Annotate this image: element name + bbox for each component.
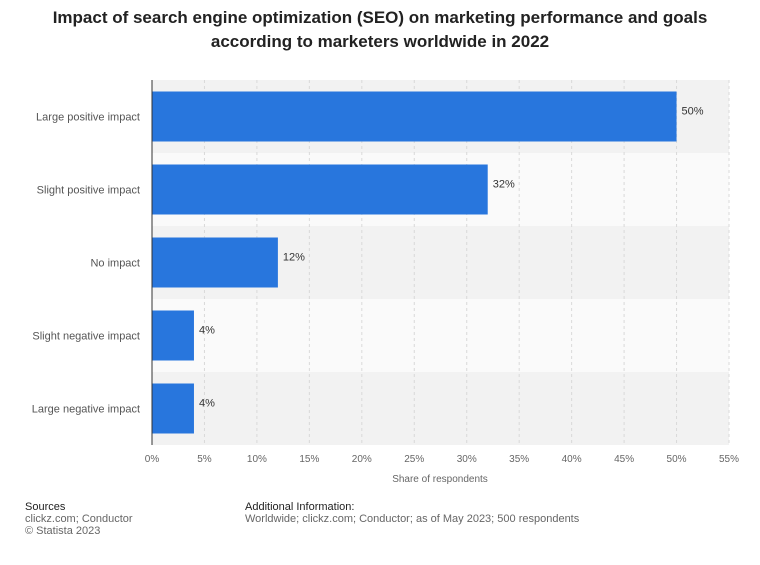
bar <box>152 91 677 142</box>
bar <box>152 164 488 215</box>
data-label: 12% <box>283 252 305 264</box>
sources-block: Sources clickz.com; Conductor © Statista… <box>25 501 133 537</box>
bar-chart: Large positive impact 50% Slight positive … <box>32 80 739 485</box>
additional-info-line-1: Worldwide; clickz.com; Conductor; as of … <box>245 513 580 525</box>
row-band <box>152 372 729 445</box>
x-tick-label: 5% <box>197 454 212 465</box>
x-tick-label: 10% <box>247 454 267 465</box>
chart-title-line-1: Impact of search engine optimization (SE… <box>52 8 708 27</box>
data-label: 4% <box>199 398 215 410</box>
data-label: 50% <box>682 106 704 118</box>
category-label: Large negative impact <box>32 404 140 416</box>
data-label: 32% <box>493 179 515 191</box>
chart-title-line-2: according to marketers worldwide in 2022 <box>210 32 550 51</box>
row-band <box>152 299 729 372</box>
x-tick-label: 25% <box>404 454 424 465</box>
x-tick-label: 50% <box>667 454 687 465</box>
x-tick-label: 40% <box>562 454 582 465</box>
chart-title: Impact of search engine optimization (SE… <box>20 6 740 54</box>
sources-line-1: clickz.com; Conductor <box>25 513 133 525</box>
x-tick-label: 15% <box>299 454 319 465</box>
category-label: Large positive impact <box>36 112 140 124</box>
x-tick-label: 30% <box>457 454 477 465</box>
bar <box>152 237 278 288</box>
additional-info-heading: Additional Information: <box>245 501 355 513</box>
category-label: Slight positive impact <box>37 185 140 197</box>
x-tick-label: 55% <box>719 454 739 465</box>
category-label: Slight negative impact <box>32 331 140 343</box>
data-label: 4% <box>199 325 215 337</box>
sources-heading: Sources <box>25 501 66 513</box>
x-tick-label: 0% <box>145 454 160 465</box>
x-tick-label: 20% <box>352 454 372 465</box>
bar <box>152 383 194 434</box>
bar <box>152 310 194 361</box>
category-label: No impact <box>90 258 140 270</box>
additional-info-block: Additional Information: Worldwide; click… <box>245 501 579 525</box>
x-axis-title: Share of respondents <box>392 474 488 485</box>
x-tick-label: 35% <box>509 454 529 465</box>
sources-line-2: © Statista 2023 <box>25 525 101 537</box>
x-tick-label: 45% <box>614 454 634 465</box>
